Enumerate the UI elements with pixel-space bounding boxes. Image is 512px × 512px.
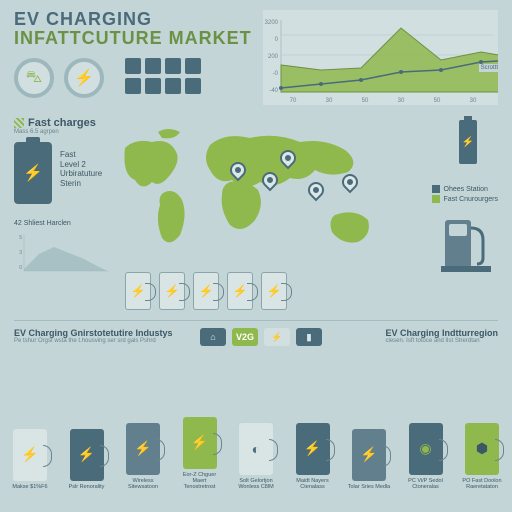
product-visual: ⚡ [70, 429, 104, 481]
map-legend: Ohees Station Fast Cnurourgers [432, 185, 498, 205]
svg-text:70: 70 [290, 98, 297, 104]
fast-legend-swatch [14, 118, 24, 128]
region-section-title: EV Charging Indtturregion clesen. Isft t… [386, 328, 499, 344]
product-visual: ⚡ [126, 423, 160, 475]
feature-badge: ⚡ [264, 328, 290, 346]
svg-text:0: 0 [19, 265, 22, 271]
growth-chart: 70 30 50 30 50 30 3200 0 200 -0 -40 Scrottt [263, 10, 498, 105]
chart-svg: 70 30 50 30 50 30 3200 0 200 -0 -40 [263, 10, 498, 105]
product-item: ⚡ Maidt Nayers Ctenalass [291, 423, 335, 490]
product-visual: ⚡ [183, 417, 217, 469]
product-label: Tolar Sries Medla [348, 484, 391, 490]
svg-text:0: 0 [275, 37, 279, 43]
product-item: ⚡ Wireless Sitewsatoon [121, 423, 165, 490]
product-item: ⚡ Tolar Sries Medla [347, 429, 391, 490]
product-label: Pslr Renorality [69, 484, 105, 490]
svg-text:-0: -0 [273, 71, 279, 77]
feature-badge: ⌂ [200, 328, 226, 346]
divider [14, 320, 498, 321]
svg-text:3200: 3200 [265, 20, 279, 26]
svg-text:30: 30 [398, 98, 405, 104]
product-item: ⚡ Eor-Z Chguer Maert Tenostretrost [178, 417, 222, 490]
product-item: ◐ Solt Gelortjon Wonless C8lM [234, 423, 278, 490]
chart-legend-tag: Scrottt [479, 64, 500, 72]
circular-badges: ⛍ ⚡ [14, 58, 104, 98]
svg-text:200: 200 [268, 54, 279, 60]
world-map [110, 120, 400, 265]
charger-icon: ⚡ [227, 272, 253, 310]
fast-charges-label: Fast charges Mass 6.5 agrpen [14, 117, 96, 135]
charger-icon: ⚡ [261, 272, 287, 310]
svg-text:50: 50 [362, 98, 369, 104]
product-label: PC Vi/P Sedol Ctoneralas [404, 478, 448, 490]
charger-icon: ⚡ [125, 272, 151, 310]
car-badge: ⛍ [14, 58, 54, 98]
product-label: Solt Gelortjon Wonless C8lM [234, 478, 278, 490]
product-label: Eor-Z Chguer Maert Tenostretrost [178, 472, 222, 490]
swatch-grid [125, 58, 201, 94]
product-visual: ◉ [409, 423, 443, 475]
svg-text:3: 3 [19, 250, 22, 256]
charger-icon: ⚡ [159, 272, 185, 310]
feature-badges: ⌂ V2G ⚡ ▮ [200, 328, 322, 346]
legend-swatch-2 [432, 195, 440, 203]
industry-section-title: EV Charging Gnirstotetutire Industys Pe … [14, 328, 173, 344]
product-visual: ◐ [239, 423, 273, 475]
charger-icons-row: ⚡⚡⚡⚡⚡ [125, 272, 287, 310]
feature-badge: ▮ [296, 328, 322, 346]
title-line1: EV CHARGING [14, 10, 252, 29]
product-item: ⚡ Pslr Renorality [65, 429, 109, 490]
legend-swatch-1 [432, 185, 440, 193]
product-visual: ⬢ [465, 423, 499, 475]
infographic-root: EV CHARGING INFATTCUTURE MARKET ⛍ ⚡ 7030… [0, 0, 512, 512]
product-label: PO Fast Doolon Raeretataton [460, 478, 504, 490]
page-title: EV CHARGING INFATTCUTURE MARKET [14, 10, 252, 48]
svg-text:5: 5 [19, 235, 22, 241]
battery-icon: ⚡ [14, 142, 52, 204]
fuel-pump-icon [439, 210, 494, 275]
product-label: Makse $1%F6 [12, 484, 47, 490]
battery-text: Fast Level 2 Urbiratuture Sterin [60, 150, 102, 188]
feature-badge: V2G [232, 328, 258, 346]
bolt-badge: ⚡ [64, 58, 104, 98]
charger-icon: ⚡ [193, 272, 219, 310]
product-visual: ⚡ [352, 429, 386, 481]
product-lineup: ⚡ Makse $1%F6 ⚡ Pslr Renorality ⚡ Wireless Si… [8, 417, 504, 490]
mini-area-chart: 42 Shliest Harclen 530 [14, 220, 109, 275]
product-visual: ⚡ [13, 429, 47, 481]
svg-text:30: 30 [470, 98, 477, 104]
product-label: Maidt Nayers Ctenalass [291, 478, 335, 490]
svg-text:50: 50 [434, 98, 441, 104]
product-label: Wireless Sitewsatoon [121, 478, 165, 490]
svg-text:-40: -40 [269, 88, 278, 94]
product-item: ⬢ PO Fast Doolon Raeretataton [460, 423, 504, 490]
svg-text:30: 30 [326, 98, 333, 104]
product-item: ◉ PC Vi/P Sedol Ctoneralas [404, 423, 448, 490]
product-visual: ⚡ [296, 423, 330, 475]
product-item: ⚡ Makse $1%F6 [8, 429, 52, 490]
tall-charger-icon: ⚡ [459, 120, 477, 164]
title-line2: INFATTCUTURE MARKET [14, 29, 252, 48]
